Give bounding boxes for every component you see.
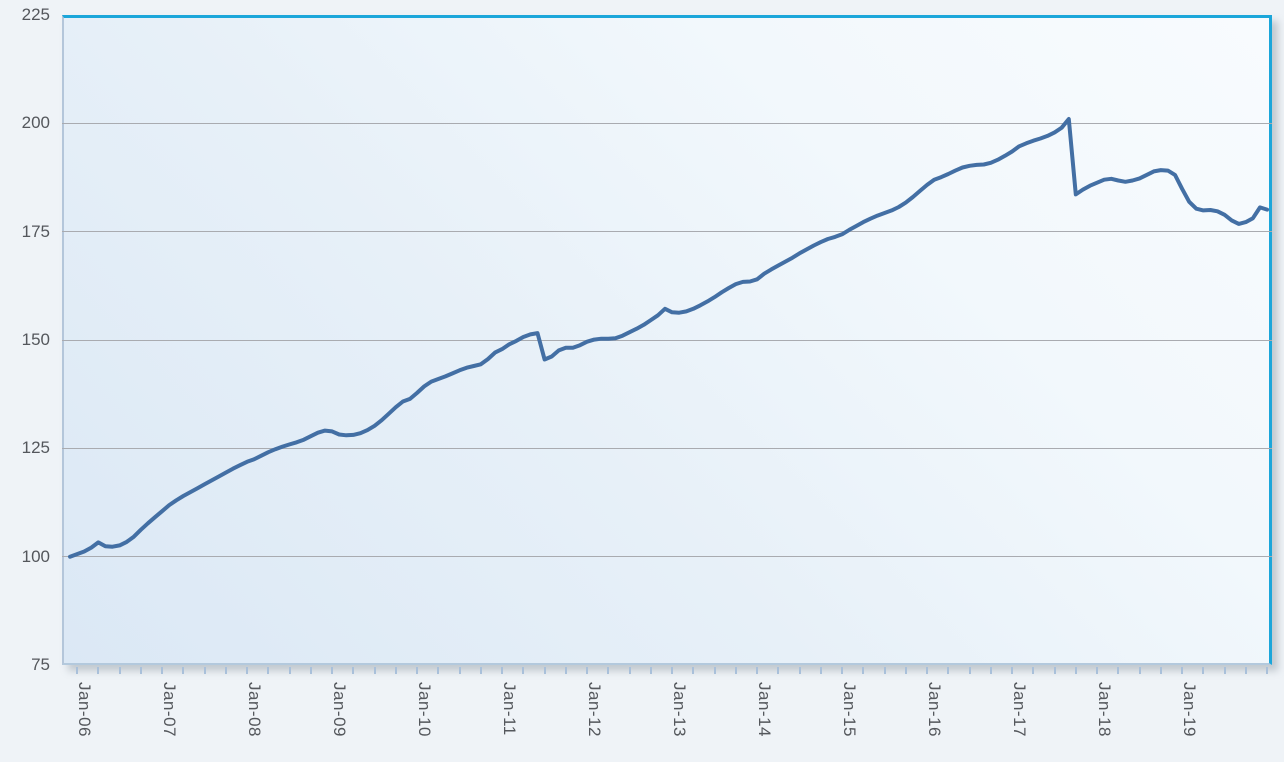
y-axis-label: 175	[21, 221, 50, 241]
x-axis-tick	[1266, 667, 1269, 674]
x-axis-tick	[118, 667, 121, 674]
x-axis-tick	[139, 667, 142, 674]
x-axis-tick	[479, 667, 482, 674]
x-axis-tick	[288, 667, 291, 674]
x-axis-tick	[989, 667, 992, 674]
x-axis-tick	[543, 667, 546, 674]
y-axis-label: 75	[31, 655, 50, 674]
x-axis-tick	[1053, 667, 1056, 674]
x-axis-tick	[1138, 667, 1141, 674]
x-axis-tick	[1202, 667, 1205, 674]
index-series-line	[68, 117, 1270, 559]
x-axis-tick	[309, 667, 312, 674]
x-axis-tick	[904, 667, 907, 674]
x-axis-tick	[501, 667, 504, 674]
y-axis-label: 100	[21, 546, 50, 566]
x-axis-tick	[352, 667, 355, 674]
x-axis-tick	[926, 667, 929, 674]
x-axis-tick	[671, 667, 674, 674]
x-axis-tick	[1244, 667, 1247, 674]
x-axis-tick	[862, 667, 865, 674]
y-axis-label: 125	[21, 438, 50, 458]
x-axis-tick	[1096, 667, 1099, 674]
x-axis-tick	[713, 667, 716, 674]
x-axis-tick	[224, 667, 227, 674]
y-axis-label: 200	[21, 113, 50, 133]
x-axis-label: Jan-06	[75, 682, 95, 737]
x-axis-label: Jan-08	[245, 682, 265, 737]
x-axis-tick	[968, 667, 971, 674]
x-axis-tick	[161, 667, 164, 674]
x-axis-tick	[692, 667, 695, 674]
x-axis-tick	[182, 667, 185, 674]
x-axis-label: Jan-10	[415, 682, 435, 737]
x-axis-tick	[1223, 667, 1226, 674]
x-axis-tick	[947, 667, 950, 674]
x-axis-tick	[798, 667, 801, 674]
x-axis-tick	[586, 667, 589, 674]
x-axis-tick	[97, 667, 100, 674]
x-axis-tick	[564, 667, 567, 674]
gridline-200	[62, 122, 1272, 124]
x-axis-tick	[819, 667, 822, 674]
x-axis-label: Jan-09	[330, 682, 350, 737]
x-axis-label: Jan-15	[840, 682, 860, 737]
x-axis-tick	[1159, 667, 1162, 674]
x-axis-label: Jan-11	[500, 682, 520, 736]
x-axis-tick	[777, 667, 780, 674]
x-axis-tick	[522, 667, 525, 674]
x-axis-label: Jan-07	[160, 682, 180, 737]
x-axis-tick	[883, 667, 886, 674]
x-axis-tick	[331, 667, 334, 674]
x-axis-tick	[841, 667, 844, 674]
x-axis-label: Jan-18	[1095, 682, 1115, 737]
x-axis-tick	[1117, 667, 1120, 674]
x-axis-label: Jan-12	[585, 682, 605, 737]
x-axis-label: Jan-17	[1010, 682, 1030, 737]
x-axis-tick	[1181, 667, 1184, 674]
x-axis-tick	[607, 667, 610, 674]
x-axis-tick	[458, 667, 461, 674]
y-axis-label: 150	[21, 330, 50, 349]
gridline-100	[62, 556, 1272, 558]
x-axis-tick	[267, 667, 270, 674]
x-axis-tick	[649, 667, 652, 674]
x-axis-tick	[628, 667, 631, 674]
y-axis-label: 225	[21, 5, 50, 24]
x-axis-tick	[373, 667, 376, 674]
x-axis-tick	[756, 667, 759, 674]
x-axis-tick	[1011, 667, 1014, 674]
x-axis-tick	[734, 667, 737, 674]
x-axis-label: Jan-14	[755, 682, 775, 737]
x-axis-tick	[246, 667, 249, 674]
gridline-125	[62, 447, 1272, 449]
gridline-175	[62, 231, 1272, 233]
x-axis-label: Jan-13	[670, 682, 690, 737]
x-axis-tick	[416, 667, 419, 674]
gridline-150	[62, 339, 1272, 341]
x-axis-tick	[437, 667, 440, 674]
x-axis-label: Jan-16	[925, 682, 945, 737]
x-axis-tick	[1032, 667, 1035, 674]
x-axis-tick	[203, 667, 206, 674]
x-axis-tick	[1074, 667, 1077, 674]
x-axis-label: Jan-19	[1180, 682, 1200, 737]
x-axis-tick	[394, 667, 397, 674]
x-axis-tick	[76, 667, 79, 674]
